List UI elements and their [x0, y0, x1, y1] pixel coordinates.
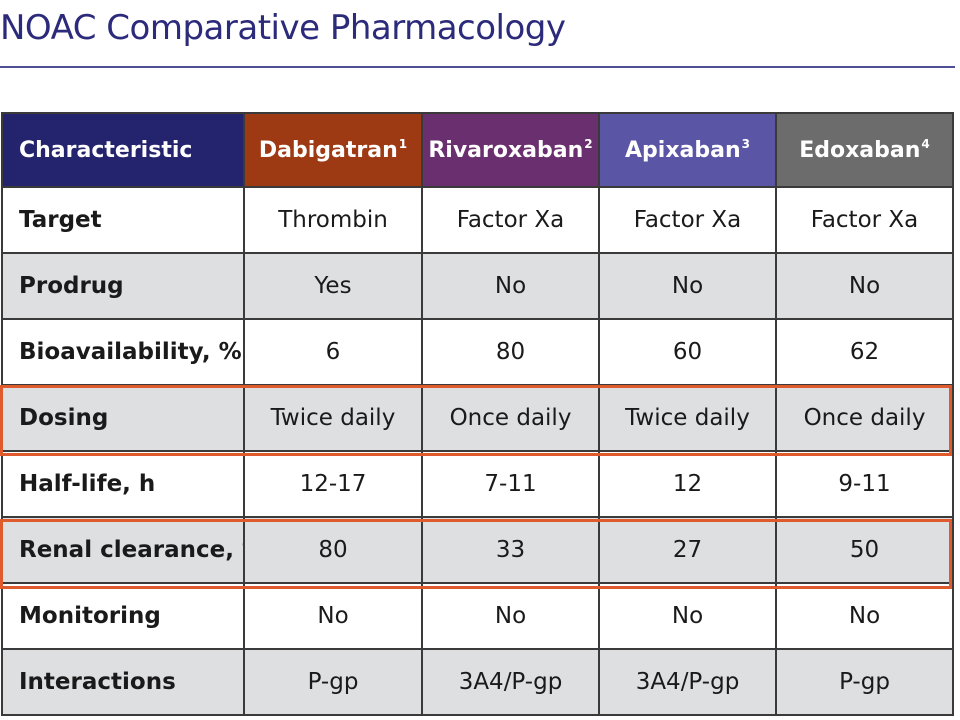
header-characteristic: Characteristic — [1, 112, 245, 188]
table-row-dosing: Dosing Twice daily Once daily Twice dail… — [1, 384, 954, 452]
table-row-interactions: Interactions P-gp 3A4/P-gp 3A4/P-gp P-gp — [1, 648, 954, 716]
cell-apixaban: 12 — [598, 450, 777, 518]
cell-rivaroxaban: Factor Xa — [421, 186, 600, 254]
header-apixaban: Apixaban3 — [598, 112, 777, 188]
table-row-bioavailability: Bioavailability, % 6 80 60 62 — [1, 318, 954, 386]
cell-apixaban: 60 — [598, 318, 777, 386]
table-row-prodrug: Prodrug Yes No No No — [1, 252, 954, 320]
cell-apixaban: 27 — [598, 516, 777, 584]
row-label: Monitoring — [1, 582, 245, 650]
cell-dabigatran: Thrombin — [243, 186, 423, 254]
cell-dabigatran: Yes — [243, 252, 423, 320]
cell-edoxaban: Factor Xa — [775, 186, 954, 254]
cell-rivaroxaban: 80 — [421, 318, 600, 386]
table-row-renal-clearance: Renal clearance, % 80 33 27 50 — [1, 516, 954, 584]
cell-dabigatran: P-gp — [243, 648, 423, 716]
cell-dabigatran: Twice daily — [243, 384, 423, 452]
slide-title: NOAC Comparative Pharmacology — [0, 8, 566, 48]
cell-rivaroxaban: No — [421, 252, 600, 320]
cell-apixaban: Twice daily — [598, 384, 777, 452]
cell-rivaroxaban: Once daily — [421, 384, 600, 452]
cell-apixaban: No — [598, 252, 777, 320]
cell-rivaroxaban: 33 — [421, 516, 600, 584]
table-row-monitoring: Monitoring No No No No — [1, 582, 954, 650]
table-header-row: Characteristic Dabigatran1 Rivaroxaban2 … — [1, 112, 954, 188]
cell-edoxaban: No — [775, 582, 954, 650]
comparison-table: Characteristic Dabigatran1 Rivaroxaban2 … — [1, 112, 954, 716]
cell-edoxaban: 62 — [775, 318, 954, 386]
header-edoxaban: Edoxaban4 — [775, 112, 954, 188]
row-label: Dosing — [1, 384, 245, 452]
cell-rivaroxaban: No — [421, 582, 600, 650]
cell-edoxaban: 9-11 — [775, 450, 954, 518]
cell-dabigatran: 80 — [243, 516, 423, 584]
table-row-target: Target Thrombin Factor Xa Factor Xa Fact… — [1, 186, 954, 254]
row-label: Half-life, h — [1, 450, 245, 518]
row-label: Bioavailability, % — [1, 318, 245, 386]
header-dabigatran: Dabigatran1 — [243, 112, 423, 188]
cell-apixaban: 3A4/P-gp — [598, 648, 777, 716]
title-divider — [0, 66, 955, 68]
cell-edoxaban: 50 — [775, 516, 954, 584]
cell-rivaroxaban: 3A4/P-gp — [421, 648, 600, 716]
row-label: Prodrug — [1, 252, 245, 320]
row-label: Target — [1, 186, 245, 254]
cell-dabigatran: No — [243, 582, 423, 650]
cell-apixaban: No — [598, 582, 777, 650]
cell-edoxaban: P-gp — [775, 648, 954, 716]
cell-dabigatran: 6 — [243, 318, 423, 386]
row-label: Interactions — [1, 648, 245, 716]
cell-rivaroxaban: 7-11 — [421, 450, 600, 518]
cell-dabigatran: 12-17 — [243, 450, 423, 518]
cell-edoxaban: Once daily — [775, 384, 954, 452]
table-row-half-life: Half-life, h 12-17 7-11 12 9-11 — [1, 450, 954, 518]
header-rivaroxaban: Rivaroxaban2 — [421, 112, 600, 188]
cell-apixaban: Factor Xa — [598, 186, 777, 254]
cell-edoxaban: No — [775, 252, 954, 320]
row-label: Renal clearance, % — [1, 516, 245, 584]
